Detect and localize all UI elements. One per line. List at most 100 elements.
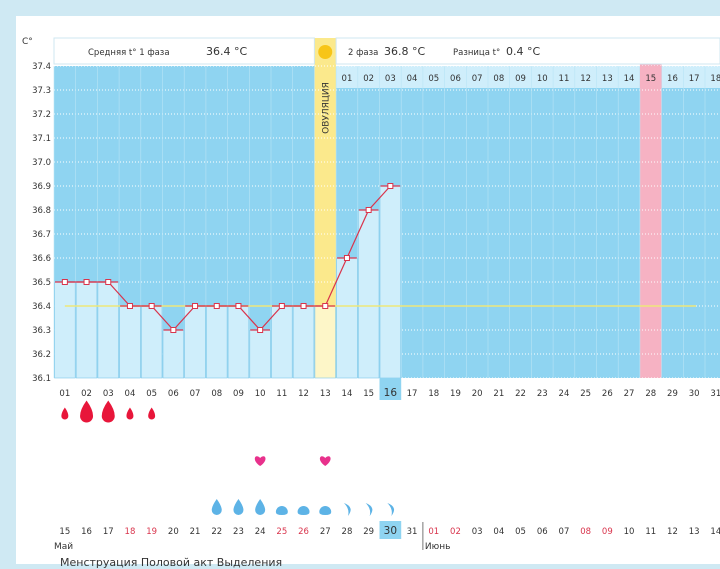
- cycle-day-label: 12: [298, 389, 309, 399]
- temperature-point: [278, 303, 285, 309]
- cycle-day-label: 18: [428, 389, 439, 399]
- calendar-date-label: 04: [493, 527, 504, 537]
- temperature-point: [365, 207, 372, 213]
- phase1-value: 36.4 °C: [206, 45, 247, 58]
- menstruation-drop-icon: [61, 407, 69, 420]
- highlight-day-column: [639, 64, 662, 378]
- temperature-point: [148, 303, 155, 309]
- y-tick-label: 37.0: [32, 158, 51, 168]
- phase2-highlight-cell: [639, 66, 662, 88]
- cycle-day-label: 03: [103, 389, 114, 399]
- temperature-point: [300, 303, 307, 309]
- calendar-date-label: 01: [428, 527, 439, 537]
- y-tick-label: 37.4: [32, 62, 51, 72]
- sun-icon: [318, 45, 333, 59]
- cycle-day-label: 31: [710, 389, 720, 399]
- phase2-day-label: 12: [580, 74, 591, 84]
- temperature-point: [213, 303, 220, 309]
- calendar-date-label: 14: [710, 527, 720, 537]
- temperature-line: [64, 185, 391, 331]
- heart-icon: [319, 456, 331, 466]
- y-tick-label: 36.7: [32, 230, 51, 240]
- chart-card: 36.1 36.2 36.3 36.4 36.5 36.6 36.7 36.8 36.9 37.0…: [16, 16, 720, 564]
- y-tick-label: 36.9: [32, 182, 51, 192]
- temperature-bar: [336, 257, 358, 379]
- phase2-day-label: 03: [385, 74, 396, 84]
- y-tick-label: 37.2: [32, 110, 51, 120]
- temperature-bar: [292, 305, 315, 379]
- cycle-day-label: 02: [81, 389, 92, 399]
- phase2-day-label: 06: [450, 74, 461, 84]
- temperature-bar: [54, 281, 76, 379]
- temperature-bar: [357, 209, 380, 379]
- calendar-date-label: 12: [667, 527, 678, 537]
- phase2-day-label: 08: [493, 74, 504, 84]
- cycle-day-label: 07: [190, 389, 201, 399]
- heart-icon: [254, 456, 266, 466]
- temperature-bar: [184, 305, 206, 379]
- y-tick-label: 36.8: [32, 206, 51, 216]
- cycle-day-label: 16: [384, 387, 398, 399]
- phase2-day-label: 02: [363, 74, 374, 84]
- y-tick-label: 37.3: [32, 86, 51, 96]
- calendar-date-label: 24: [255, 527, 266, 537]
- temperature-point: [387, 183, 394, 189]
- temperature-bar: [206, 305, 228, 379]
- calendar-date-label: 31: [407, 527, 418, 537]
- calendar-date-label: 19: [146, 527, 157, 537]
- phase2-day-label: 01: [342, 74, 353, 84]
- phase2-value: 36.8 °C: [384, 45, 425, 58]
- temperature-point: [83, 279, 90, 285]
- y-tick-label: 36.2: [32, 350, 51, 360]
- discharge-round-icon: [319, 506, 332, 515]
- temperature-bar: [119, 305, 141, 379]
- phase2-day-label: 15: [645, 74, 656, 84]
- y-tick-label: 37.1: [32, 134, 51, 144]
- month-label: Май: [54, 542, 73, 552]
- calendar-date-label: 29: [363, 527, 374, 537]
- calendar-date-label: 18: [125, 527, 136, 537]
- y-tick-label: 36.5: [32, 278, 51, 288]
- calendar-date-label: 21: [190, 527, 201, 537]
- calendar-date-label: 20: [168, 527, 179, 537]
- discharge-crescent-icon: [365, 503, 373, 516]
- calendar-date-label: 13: [689, 527, 700, 537]
- phase2-day-label: 16: [667, 74, 678, 84]
- y-tick-label: 36.6: [32, 254, 51, 264]
- calendar-date-label: 28: [342, 527, 353, 537]
- menstruation-drop-icon: [80, 400, 94, 423]
- temperature-bar: [379, 185, 402, 379]
- temperature-point: [170, 327, 177, 333]
- phase2-day-label: 04: [407, 74, 418, 84]
- phase2-day-label: 17: [689, 74, 700, 84]
- phase2-day-label: 10: [537, 74, 548, 84]
- discharge-round-icon: [275, 506, 288, 515]
- ovulation-label: ОВУЛЯЦИЯ: [321, 82, 331, 134]
- calendar-date-label: 11: [645, 527, 656, 537]
- calendar-date-label: 16: [81, 527, 92, 537]
- cycle-day-label: 22: [515, 389, 526, 399]
- phase2-day-label: 18: [710, 74, 720, 84]
- discharge-drop-icon: [211, 499, 222, 515]
- calendar-date-label: 06: [537, 527, 548, 537]
- calendar-date-label: 08: [580, 527, 591, 537]
- calendar-date-label: 15: [59, 527, 70, 537]
- temperature-bar: [314, 305, 336, 379]
- temperature-point: [235, 303, 242, 309]
- cycle-day-label: 28: [645, 389, 656, 399]
- bbt-chart: 36.1 36.2 36.3 36.4 36.5 36.6 36.7 36.8 36.9 37.0…: [22, 37, 720, 552]
- calendar-date-label: 10: [624, 527, 635, 537]
- phase2-header-box: [335, 37, 720, 65]
- cycle-day-label: 17: [407, 389, 418, 399]
- cycle-day-label: 24: [559, 389, 570, 399]
- calendar-date-label: 30: [384, 525, 397, 537]
- phase2-day-label: 14: [624, 74, 635, 84]
- temperature-point: [343, 255, 350, 261]
- discharge-drop-icon: [255, 499, 266, 515]
- temperature-bar: [227, 305, 250, 379]
- phase1-label: Средняя t° 1 фаза: [88, 48, 170, 58]
- cycle-day-label: 05: [146, 389, 157, 399]
- cycle-day-label: 19: [450, 389, 461, 399]
- cycle-day-label: 06: [168, 389, 179, 399]
- cycle-day-label: 26: [602, 389, 613, 399]
